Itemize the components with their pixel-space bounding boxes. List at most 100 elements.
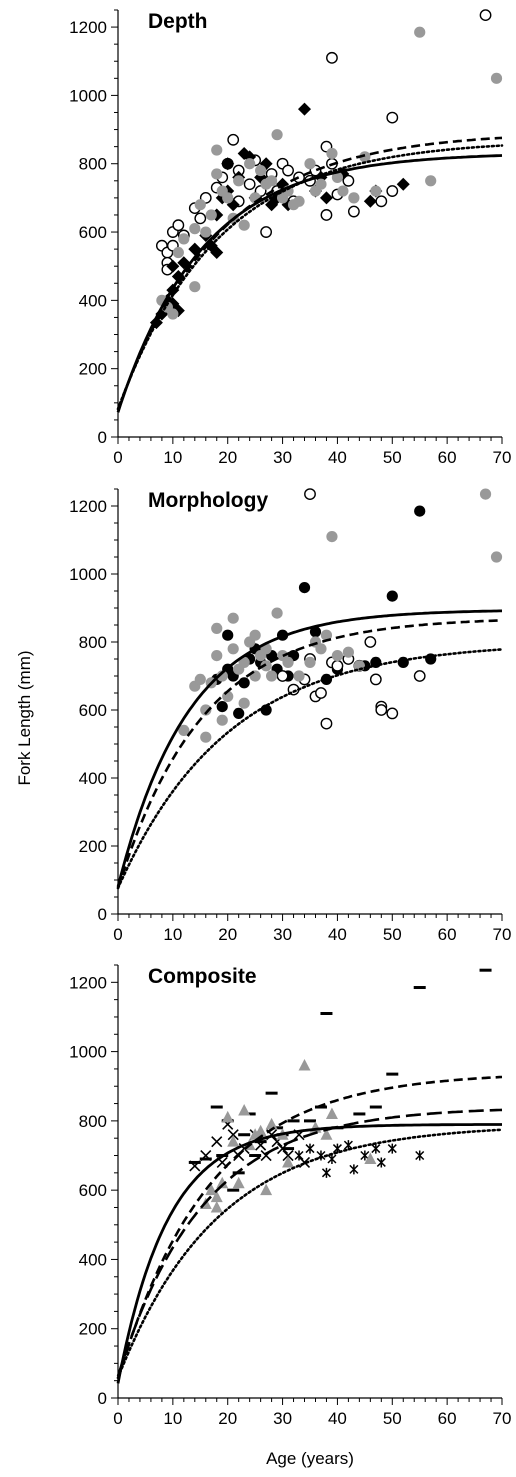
growth-curve-solid: [116, 154, 503, 413]
data-point: [271, 607, 283, 619]
x-tick-label: 10: [163, 448, 182, 467]
data-point: [243, 178, 256, 191]
x-tick-label: 30: [273, 448, 292, 467]
data-point: [277, 1143, 289, 1155]
y-axis-label: Fork Length (mm): [15, 650, 34, 785]
data-point: [298, 582, 311, 594]
growth-curve-dashed: [116, 136, 503, 411]
data-point: [227, 1129, 239, 1141]
y-tick-label: 800: [79, 633, 107, 652]
data-point: [298, 1058, 311, 1071]
y-tick-label: 200: [79, 360, 107, 379]
chart-panel-1: 0 200 400 600 800 1000 1200 0 10 20 30 40 50 60 70 Dept…: [69, 9, 512, 467]
data-point: [414, 505, 426, 517]
data-point: [266, 670, 278, 682]
data-point: [369, 673, 382, 686]
data-point: [294, 1150, 304, 1161]
data-point: [293, 670, 305, 682]
data-point: [211, 622, 223, 635]
data-point: [337, 185, 349, 197]
x-tick-label: 70: [493, 925, 512, 944]
data-point: [386, 590, 398, 602]
growth-curve-solid: [116, 1123, 502, 1384]
growth-curve-dashed: [116, 1075, 503, 1380]
growth-curve-dotted: [116, 648, 504, 890]
series-3: [156, 26, 503, 320]
data-point: [249, 629, 261, 641]
data-point: [315, 687, 327, 699]
data-point: [331, 171, 344, 183]
data-point: [479, 488, 492, 500]
data-point: [320, 1128, 333, 1140]
data-point: [282, 1155, 295, 1168]
data-point: [255, 164, 267, 177]
data-point: [249, 1128, 262, 1140]
data-point: [227, 612, 239, 624]
data-point: [413, 670, 426, 682]
data-point: [331, 659, 344, 672]
data-point: [386, 707, 399, 720]
data-point: [331, 650, 344, 662]
data-point: [327, 1153, 337, 1164]
growth-curve-longdash: [116, 1108, 503, 1377]
data-point: [238, 656, 250, 669]
data-point: [319, 191, 333, 205]
data-point: [396, 177, 410, 191]
y-tick-label: 600: [79, 701, 107, 720]
x-tick-label: 40: [328, 925, 347, 944]
x-tick-label: 70: [493, 448, 512, 467]
data-point: [244, 158, 256, 170]
y-tick-label: 1000: [69, 86, 107, 105]
data-point: [260, 226, 273, 238]
data-point: [211, 1136, 223, 1148]
data-point: [271, 129, 283, 141]
x-tick-label: 0: [113, 925, 122, 944]
data-point: [216, 714, 228, 726]
data-point: [414, 26, 426, 38]
data-point: [189, 281, 201, 293]
series-4: [199, 1058, 377, 1213]
data-point: [415, 1150, 425, 1161]
data-point: [255, 1139, 267, 1151]
data-point: [227, 133, 240, 146]
data-point: [386, 185, 399, 197]
y-tick-label: 1000: [69, 565, 107, 584]
data-point: [210, 246, 224, 260]
growth-curve-solid: [116, 609, 502, 888]
data-point: [172, 219, 185, 232]
y-tick-label: 1200: [69, 973, 107, 992]
data-point: [222, 192, 234, 204]
data-point: [397, 656, 409, 669]
data-point: [375, 195, 388, 208]
data-point: [321, 1167, 331, 1178]
data-point: [479, 9, 492, 22]
data-point: [304, 656, 316, 669]
data-point: [276, 670, 289, 682]
data-point: [238, 697, 250, 709]
data-point: [210, 1190, 223, 1203]
data-point: [238, 1103, 251, 1116]
x-tick-label: 40: [328, 448, 347, 467]
y-tick-label: 600: [79, 1181, 107, 1200]
panel-title: Morphology: [148, 489, 268, 512]
data-point: [282, 656, 294, 669]
data-point: [194, 199, 206, 211]
data-point: [282, 164, 294, 177]
y-tick-label: 0: [98, 905, 107, 924]
y-tick-label: 200: [79, 837, 107, 856]
y-tick-label: 1000: [69, 1043, 107, 1062]
data-point: [298, 102, 312, 116]
x-tick-label: 10: [163, 1409, 182, 1428]
y-tick-label: 0: [98, 428, 107, 447]
x-tick-label: 30: [273, 1409, 292, 1428]
data-point: [200, 1149, 212, 1162]
data-point: [194, 212, 207, 225]
x-tick-label: 40: [328, 1409, 347, 1428]
data-point: [205, 1183, 218, 1196]
data-point: [386, 111, 399, 124]
data-point: [282, 1149, 294, 1162]
data-point: [376, 1157, 386, 1168]
data-point: [320, 209, 333, 221]
